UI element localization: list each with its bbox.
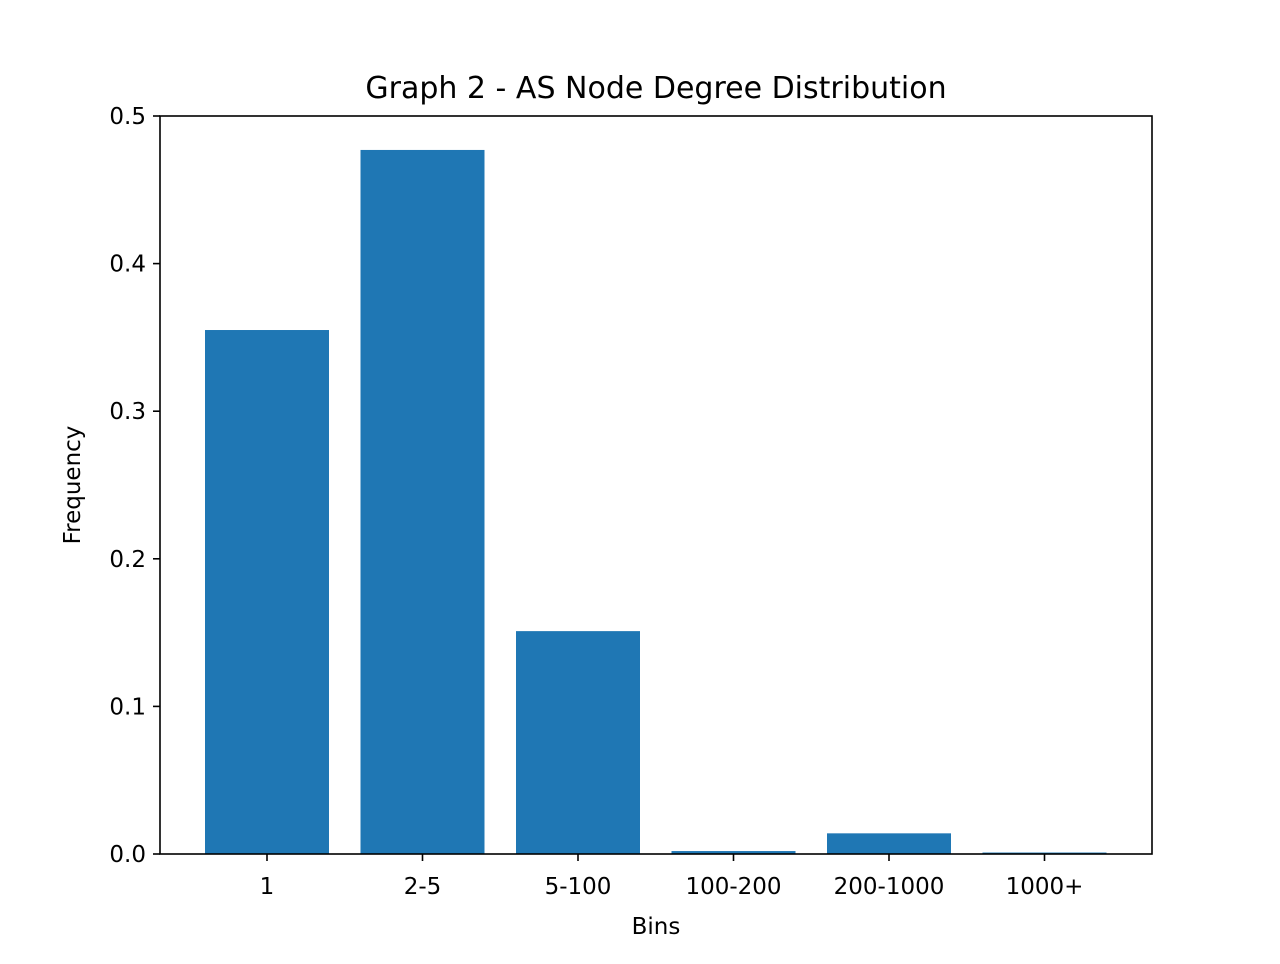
y-axis-ticks: 0.0 0.1 0.2 0.3 0.4 0.5 [109, 104, 160, 868]
bar-200-1000 [827, 833, 951, 854]
chart-title: Graph 2 - AS Node Degree Distribution [365, 71, 946, 106]
x-tick-label: 1 [260, 874, 275, 900]
x-axis-ticks: 1 2-5 5-100 100-200 200-1000 1000+ [260, 854, 1084, 900]
plot-area-frame [159, 115, 1153, 855]
x-tick-label: 5-100 [545, 874, 612, 900]
bars-layer [205, 149, 1107, 854]
x-axis-label: Bins [632, 914, 681, 940]
x-tick-label: 2-5 [404, 874, 442, 900]
x-tick-label: 1000+ [1006, 874, 1084, 900]
bar-100-200 [671, 851, 796, 854]
x-tick-label: 100-200 [685, 874, 781, 900]
bar-2-5 [360, 149, 485, 854]
y-tick-label: 0.1 [109, 694, 146, 720]
x-tick-label: 200-1000 [834, 874, 945, 900]
y-tick-label: 0.5 [109, 104, 146, 130]
y-axis-label: Frequency [60, 426, 86, 545]
y-tick-label: 0.2 [109, 547, 146, 573]
bar-5-100 [516, 631, 640, 854]
y-tick-label: 0.0 [109, 842, 146, 868]
y-tick-label: 0.3 [109, 399, 146, 425]
y-tick-label: 0.4 [109, 252, 146, 278]
bar-1 [205, 330, 329, 854]
